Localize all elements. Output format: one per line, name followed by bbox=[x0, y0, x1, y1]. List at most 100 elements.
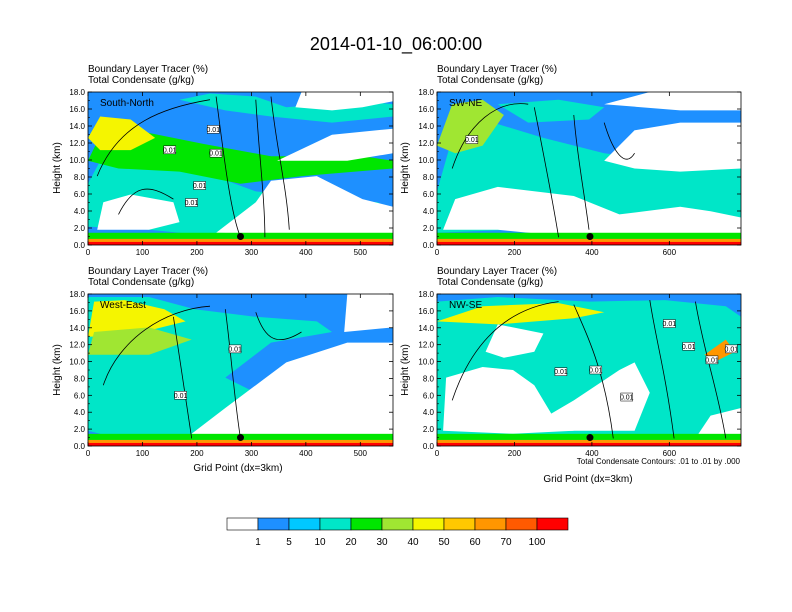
y-tick-label: 8.0 bbox=[423, 173, 435, 182]
y-tick-label: 8.0 bbox=[74, 374, 86, 383]
cross-section-label: South-North bbox=[100, 98, 154, 109]
contour-label: 0.01 bbox=[705, 357, 719, 364]
x-tick-label: 300 bbox=[245, 248, 259, 257]
colorbar-cell bbox=[443, 517, 476, 531]
panel-nw-se: Boundary Layer Tracer (%) Total Condensa… bbox=[400, 266, 742, 485]
x-tick-label: 400 bbox=[585, 248, 599, 257]
y-tick-label: 18.0 bbox=[69, 88, 85, 97]
boundary-layer-band bbox=[437, 241, 741, 245]
contour-label-box bbox=[620, 392, 634, 402]
contour-label: 0.01 bbox=[554, 369, 568, 376]
contour-label-box bbox=[589, 365, 603, 375]
field-region bbox=[497, 99, 605, 123]
colorbar-cell bbox=[288, 517, 321, 531]
colorbar-label: 70 bbox=[500, 537, 512, 548]
x-axis-label: Grid Point (dx=3km) bbox=[193, 463, 282, 474]
y-tick-label: 4.0 bbox=[423, 408, 435, 417]
x-tick-label: 200 bbox=[190, 449, 204, 458]
x-tick-label: 400 bbox=[585, 449, 599, 458]
y-axis-label: Height (km) bbox=[400, 344, 411, 396]
y-tick-label: 14.0 bbox=[69, 122, 85, 131]
y-tick-label: 6.0 bbox=[74, 190, 86, 199]
panel-header-line2: Total Condensate (g/kg) bbox=[437, 75, 543, 86]
cross-section-label: NW-SE bbox=[449, 300, 482, 311]
y-axis-label: Height (km) bbox=[52, 344, 63, 396]
x-tick-label: 300 bbox=[245, 449, 259, 458]
colorbar-cell bbox=[412, 517, 445, 531]
contour-label-box bbox=[228, 344, 242, 354]
y-tick-label: 10.0 bbox=[418, 358, 434, 367]
y-tick-label: 14.0 bbox=[418, 324, 434, 333]
y-tick-label: 2.0 bbox=[423, 425, 435, 434]
x-tick-label: 400 bbox=[299, 449, 313, 458]
colorbar-label: 1 bbox=[255, 537, 261, 548]
colorbar-cell bbox=[381, 517, 414, 531]
contour-label-box bbox=[465, 135, 479, 144]
panel-header-line1: Boundary Layer Tracer (%) bbox=[88, 64, 208, 75]
y-tick-label: 2.0 bbox=[74, 425, 86, 434]
field-region bbox=[88, 122, 393, 184]
colorbar-cell bbox=[226, 517, 259, 531]
boundary-layer-band bbox=[88, 442, 393, 446]
x-tick-label: 100 bbox=[136, 449, 150, 458]
colorbar-label: 5 bbox=[286, 537, 292, 548]
contour-label-box bbox=[705, 355, 719, 365]
field-region bbox=[604, 92, 741, 111]
contour-label: 0.01 bbox=[206, 127, 220, 134]
contour-label: 0.01 bbox=[163, 147, 177, 154]
y-tick-label: 12.0 bbox=[69, 139, 85, 148]
x-tick-label: 200 bbox=[190, 248, 204, 257]
field-region bbox=[344, 294, 393, 332]
heatmap-field bbox=[88, 92, 393, 245]
y-tick-label: 16.0 bbox=[418, 307, 434, 316]
y-tick-label: 0.0 bbox=[74, 442, 86, 451]
colorbar-cell bbox=[350, 517, 383, 531]
field-region bbox=[695, 408, 741, 439]
y-tick-label: 16.0 bbox=[418, 105, 434, 114]
y-tick-label: 10.0 bbox=[69, 156, 85, 165]
y-tick-label: 4.0 bbox=[74, 408, 86, 417]
y-tick-label: 2.0 bbox=[74, 224, 86, 233]
field-region bbox=[88, 327, 192, 355]
colorbar-label: 10 bbox=[314, 537, 326, 548]
panel-header-line1: Boundary Layer Tracer (%) bbox=[437, 64, 557, 75]
colorbar-label: 40 bbox=[407, 537, 419, 548]
field-region bbox=[216, 176, 393, 238]
boundary-layer-band bbox=[437, 442, 741, 446]
location-marker bbox=[237, 434, 244, 442]
y-tick-label: 6.0 bbox=[74, 391, 86, 400]
x-tick-label: 600 bbox=[663, 248, 677, 257]
colorbar-label: 30 bbox=[376, 537, 388, 548]
y-tick-label: 12.0 bbox=[69, 341, 85, 350]
contour-label: 0.01 bbox=[663, 321, 677, 328]
panel-south-north: Boundary Layer Tracer (%) Total Condensa… bbox=[52, 64, 394, 257]
location-marker bbox=[237, 233, 244, 240]
panel-header-line1: Boundary Layer Tracer (%) bbox=[437, 266, 557, 277]
contour-label: 0.01 bbox=[465, 137, 479, 144]
panel-west-east: Boundary Layer Tracer (%) Total Condensa… bbox=[52, 266, 394, 474]
y-tick-label: 16.0 bbox=[69, 105, 85, 114]
heatmap-field bbox=[437, 294, 741, 446]
contour-label-box bbox=[185, 198, 198, 207]
y-tick-label: 12.0 bbox=[418, 139, 434, 148]
y-tick-label: 14.0 bbox=[418, 122, 434, 131]
contour-label-box bbox=[663, 319, 676, 328]
x-tick-label: 600 bbox=[663, 449, 677, 458]
contour-label-box bbox=[193, 181, 206, 190]
panel-sw-ne: Boundary Layer Tracer (%) Total Condensa… bbox=[400, 64, 742, 257]
y-tick-label: 6.0 bbox=[423, 190, 435, 199]
y-tick-label: 0.0 bbox=[74, 241, 86, 250]
colorbar-label: 60 bbox=[469, 537, 481, 548]
y-tick-label: 8.0 bbox=[74, 173, 86, 182]
field-region bbox=[437, 303, 605, 325]
field-region bbox=[97, 194, 180, 230]
x-tick-label: 0 bbox=[435, 449, 440, 458]
heatmap-field bbox=[437, 92, 741, 245]
cross-section-label: West-East bbox=[100, 300, 146, 311]
x-tick-label: 500 bbox=[354, 248, 368, 257]
contour-label-box bbox=[554, 367, 568, 376]
contour-label: 0.01 bbox=[589, 368, 603, 375]
condensate-contour bbox=[451, 300, 727, 439]
contour-label-box bbox=[682, 342, 695, 351]
y-tick-label: 18.0 bbox=[418, 290, 434, 299]
